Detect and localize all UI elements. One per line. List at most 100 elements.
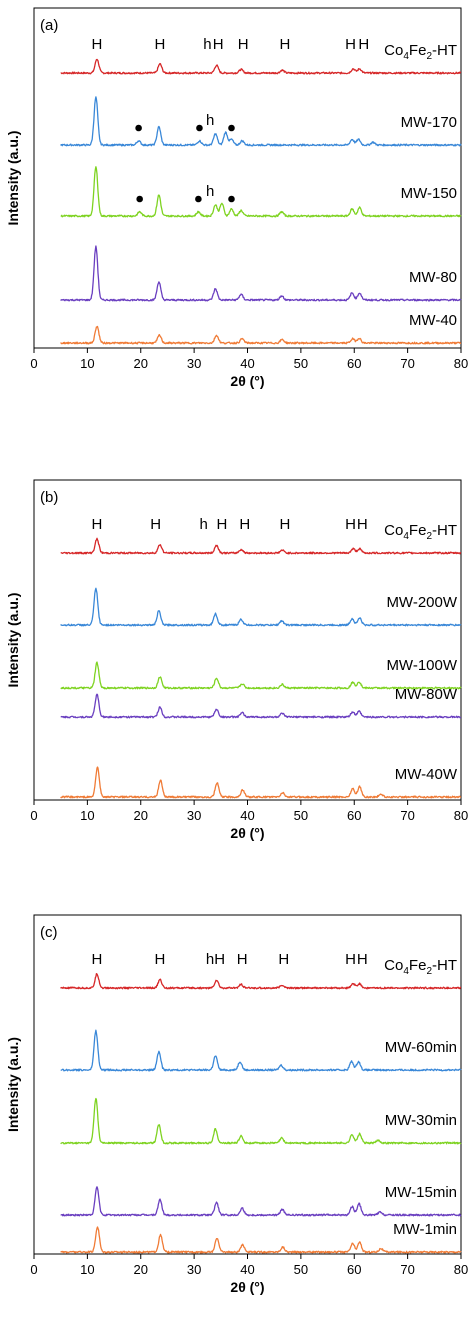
series-label: Co4Fe2-HT bbox=[384, 957, 457, 977]
peak-annotation: H bbox=[92, 36, 103, 53]
x-tick-label: 70 bbox=[400, 808, 414, 823]
series-line-mw-80 bbox=[60, 245, 462, 302]
plot-frame bbox=[33, 7, 462, 349]
peak-annotation: H bbox=[238, 36, 249, 53]
x-tick-label: 40 bbox=[240, 808, 254, 823]
series-label: Co4Fe2-HT bbox=[384, 42, 457, 62]
chart-panel-3: (c) 0 10 20 30 40 50 60 70 80 2θ (°) Intensity (a.u… bbox=[5, 914, 468, 1295]
x-tick-label: 60 bbox=[347, 1262, 361, 1277]
panel-label: (c) bbox=[40, 924, 58, 941]
x-tick-label: 40 bbox=[240, 356, 254, 371]
peak-annotation: H bbox=[155, 951, 166, 968]
impurity-marker bbox=[196, 124, 203, 132]
peak-annotation: H bbox=[155, 36, 166, 53]
series-line-co4fe2-ht bbox=[60, 58, 462, 75]
series-label: MW-80W bbox=[395, 686, 458, 703]
series-label: MW-30min bbox=[385, 1112, 457, 1129]
impurity-marker bbox=[135, 124, 142, 132]
peak-annotation: H bbox=[92, 516, 103, 533]
series-label: MW-80 bbox=[409, 269, 457, 286]
series-label: MW-1min bbox=[393, 1221, 457, 1238]
series-line-mw-40 bbox=[60, 325, 462, 345]
x-tick-label: 0 bbox=[30, 808, 37, 823]
x-tick-label: 70 bbox=[400, 356, 414, 371]
impurity-marker bbox=[195, 195, 202, 203]
impurity-marker bbox=[136, 195, 143, 203]
x-tick-label: 40 bbox=[240, 1262, 254, 1277]
x-axis-title: 2θ (°) bbox=[230, 1279, 264, 1295]
series-line-mw-15min bbox=[60, 1186, 462, 1217]
peak-annotation: H bbox=[357, 951, 368, 968]
x-tick-label: 50 bbox=[294, 1262, 308, 1277]
series-line-mw-80w bbox=[60, 693, 462, 719]
x-tick-label: 60 bbox=[347, 808, 361, 823]
chart-panel-1: (a) 0 10 20 30 40 50 60 70 80 2θ (°) Intensity (a.u… bbox=[5, 7, 468, 389]
peak-annotation: H bbox=[357, 516, 368, 533]
x-tick-label: 30 bbox=[187, 1262, 201, 1277]
impurity-marker bbox=[228, 124, 235, 132]
series-line-co4fe2-ht bbox=[60, 973, 462, 990]
series-line-mw-60min bbox=[60, 1029, 462, 1072]
x-tick-label: 20 bbox=[134, 808, 148, 823]
series-label: MW-15min bbox=[385, 1184, 457, 1201]
panel-label: (a) bbox=[40, 17, 58, 34]
y-axis-title: Intensity (a.u.) bbox=[5, 1037, 21, 1132]
x-tick-label: 30 bbox=[187, 356, 201, 371]
series-line-mw-40w bbox=[60, 766, 462, 799]
panel-label: (b) bbox=[40, 489, 58, 506]
peak-annotation: H bbox=[216, 516, 227, 533]
series-line-mw-150 bbox=[60, 166, 462, 218]
chart-panel-2: (b) 0 10 20 30 40 50 60 70 80 2θ (°) Intensity (a.u… bbox=[5, 479, 468, 841]
peak-annotation: H bbox=[92, 951, 103, 968]
y-axis-title: Intensity (a.u.) bbox=[5, 131, 21, 226]
series-label: MW-40W bbox=[395, 766, 458, 783]
series-line-mw-1min bbox=[60, 1226, 462, 1254]
series-label: MW-40 bbox=[409, 312, 457, 329]
peak-annotation: H bbox=[279, 516, 290, 533]
peak-annotation: H bbox=[150, 516, 161, 533]
series-label: MW-200W bbox=[386, 594, 457, 611]
peak-annotation: h bbox=[206, 112, 214, 129]
series-line-co4fe2-ht bbox=[60, 537, 462, 555]
x-axis-title: 2θ (°) bbox=[230, 825, 264, 841]
series-line-mw-200w bbox=[60, 587, 462, 627]
peak-annotation: H bbox=[358, 36, 369, 53]
x-tick-label: 30 bbox=[187, 808, 201, 823]
series-label: MW-150 bbox=[401, 185, 457, 202]
x-tick-label: 80 bbox=[454, 808, 468, 823]
x-tick-label: 20 bbox=[134, 1262, 148, 1277]
peak-annotation: h bbox=[206, 183, 214, 200]
peak-annotation: H bbox=[345, 516, 356, 533]
peak-annotation: H bbox=[239, 516, 250, 533]
x-tick-label: 50 bbox=[294, 808, 308, 823]
x-tick-label: 0 bbox=[30, 356, 37, 371]
x-tick-label: 10 bbox=[80, 1262, 94, 1277]
peak-annotation: hH bbox=[206, 951, 225, 968]
x-tick-label: 80 bbox=[454, 1262, 468, 1277]
series-label: Co4Fe2-HT bbox=[384, 522, 457, 542]
x-tick-label: 0 bbox=[30, 1262, 37, 1277]
peak-annotation: H bbox=[279, 36, 290, 53]
series-line-mw-170 bbox=[60, 96, 462, 147]
y-axis-title: Intensity (a.u.) bbox=[5, 593, 21, 688]
peak-annotation: H bbox=[278, 951, 289, 968]
impurity-marker bbox=[228, 195, 235, 203]
x-tick-label: 80 bbox=[454, 356, 468, 371]
x-tick-label: 50 bbox=[294, 356, 308, 371]
peak-annotation: h bbox=[203, 36, 211, 53]
series-label: MW-100W bbox=[386, 657, 457, 674]
x-tick-label: 20 bbox=[134, 356, 148, 371]
series-line-mw-30min bbox=[60, 1097, 462, 1145]
series-label: MW-170 bbox=[401, 114, 457, 131]
peak-annotation: H bbox=[237, 951, 248, 968]
x-axis-title: 2θ (°) bbox=[230, 373, 264, 389]
peak-annotation: H bbox=[345, 951, 356, 968]
x-tick-label: 70 bbox=[400, 1262, 414, 1277]
x-tick-label: 60 bbox=[347, 356, 361, 371]
peak-annotation: H bbox=[213, 36, 224, 53]
series-label: MW-60min bbox=[385, 1039, 457, 1056]
x-tick-label: 10 bbox=[80, 356, 94, 371]
peak-annotation: H bbox=[345, 36, 356, 53]
series-line-mw-100w bbox=[60, 661, 462, 690]
